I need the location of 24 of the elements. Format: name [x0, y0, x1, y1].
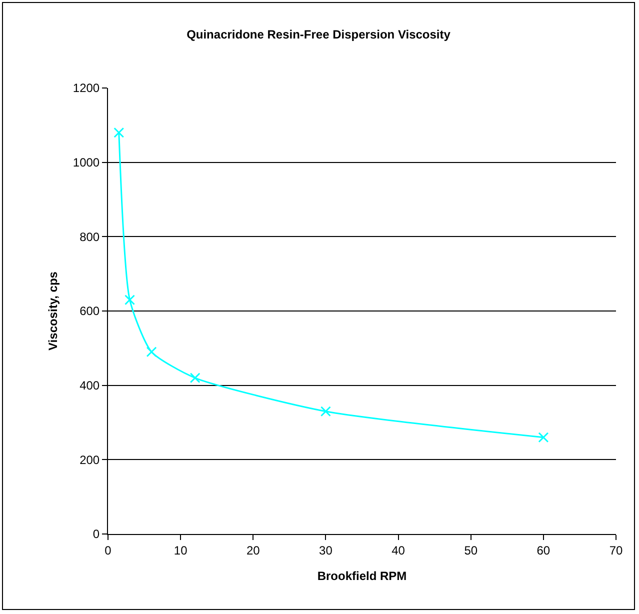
x-tick-label: 40 — [392, 543, 406, 558]
y-tick-label: 1000 — [72, 156, 100, 170]
x-tick-label: 20 — [246, 543, 260, 558]
y-tick-label: 600 — [80, 304, 100, 318]
y-tick-label: 800 — [80, 230, 100, 244]
y-tick-label: 400 — [80, 378, 100, 393]
point — [124, 294, 136, 306]
chart-title: Quinacridone Resin-Free Dispersion Viscosity — [186, 28, 451, 42]
x-tick-label: 70 — [609, 543, 623, 558]
point — [190, 372, 200, 384]
y-tick-label: 0 — [92, 527, 100, 542]
point — [320, 406, 331, 417]
x-tick-label: 10 — [174, 543, 188, 558]
x-tick-label: 0 — [104, 543, 112, 558]
point — [538, 432, 549, 443]
x-axis-title: Brookfield RPM — [317, 569, 407, 583]
y-axis-title: Viscosity, cps — [46, 271, 60, 350]
x-tick-label: 50 — [464, 543, 478, 558]
x-tick-label: 30 — [319, 543, 333, 558]
point — [114, 127, 124, 138]
point — [146, 346, 157, 358]
y-tick-label: 200 — [80, 452, 100, 467]
x-tick-label: 60 — [536, 543, 550, 558]
y-tick-label: 1200 — [72, 81, 100, 96]
